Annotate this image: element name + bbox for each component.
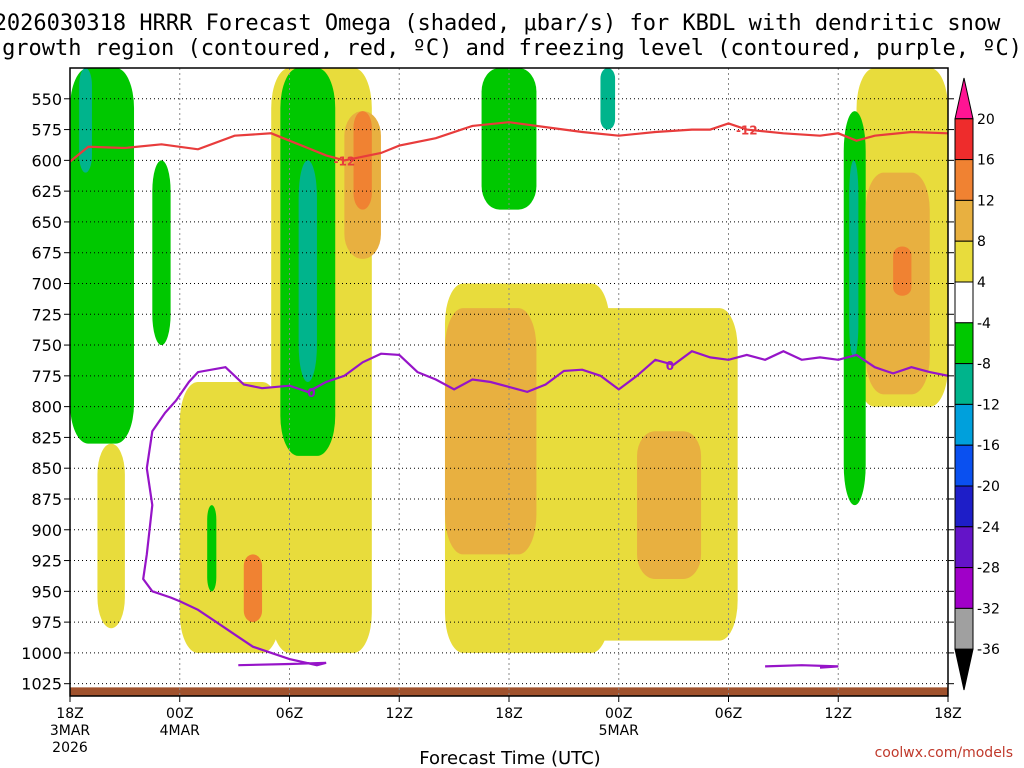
- x-tick-label: 12Z: [825, 706, 852, 722]
- colorbar-label: -4: [977, 316, 991, 332]
- x-tick-label: 06Z: [276, 706, 303, 722]
- y-tick-label: 575: [31, 121, 62, 140]
- y-tick-label: 900: [31, 521, 62, 540]
- colorbar-segment: [954, 240, 974, 283]
- colorbar-segment: [954, 567, 974, 609]
- omega-shade-region-4: [179, 382, 281, 653]
- y-tick-label: 725: [31, 305, 62, 324]
- contour-label: 0: [666, 359, 674, 373]
- x-tick-label: 18Z: [56, 706, 83, 722]
- y-tick-label: 775: [31, 367, 62, 386]
- colorbar-legend: 20 16 12 8 4 -4 -8 -12 -16 -20 -24 -28 -32 -36: [954, 77, 1000, 691]
- chart-title-line-1: 2026030318 HRRR Forecast Omega (shaded, …: [0, 11, 1001, 36]
- plot-frame: [69, 67, 949, 697]
- contour-label: -12: [334, 154, 356, 168]
- colorbar-segment: [954, 199, 974, 242]
- colorbar-label: 12: [977, 193, 995, 209]
- colorbar-segment: [954, 159, 974, 201]
- colorbar-label: -16: [977, 438, 1000, 454]
- plot-area: -12 -12 0 0: [70, 68, 948, 696]
- colorbar-segment: [954, 444, 974, 487]
- x-tick-year-label: 2026: [52, 740, 88, 756]
- omega-shade-region--8: [600, 68, 616, 130]
- colorbar-segment: [954, 485, 974, 528]
- colorbar-segment: [954, 281, 974, 324]
- x-axis-label: Forecast Time (UTC): [419, 748, 600, 768]
- y-tick-label: 800: [31, 398, 62, 417]
- y-tick-label: 600: [31, 151, 62, 170]
- colorbar-label: -20: [977, 479, 1000, 495]
- y-tick-label: 875: [31, 490, 62, 509]
- colorbar-segment: [954, 322, 974, 365]
- y-tick-label: 950: [31, 582, 62, 601]
- x-tick-date-label: 4MAR: [160, 723, 201, 739]
- colorbar-label: -28: [977, 561, 1000, 577]
- contour-label: 0: [307, 386, 315, 400]
- colorbar-label: 20: [977, 112, 995, 128]
- y-tick-label: 825: [31, 428, 62, 447]
- freezing-level-contour: [142, 349, 948, 667]
- y-tick-label: 625: [31, 182, 62, 201]
- colorbar-label: 4: [977, 275, 986, 291]
- freezing-level-contour-surface: [765, 664, 839, 669]
- omega-shade-region--4: [152, 160, 171, 346]
- colorbar-segment: [954, 607, 974, 650]
- chart-title-line-2: growth region (contoured, red, ºC) and f…: [2, 36, 1022, 61]
- x-tick-label: 00Z: [166, 706, 193, 722]
- colorbar-label: -24: [977, 520, 1000, 536]
- y-tick-label: 700: [31, 274, 62, 293]
- x-tick-date-label: 3MAR: [50, 723, 91, 739]
- ground-surface: [70, 687, 948, 696]
- y-tick-label: 650: [31, 213, 62, 232]
- y-tick-label: 675: [31, 244, 62, 263]
- omega-shade-region-12: [243, 554, 263, 623]
- contour-label: -12: [736, 124, 758, 138]
- x-tick-date-label: 5MAR: [599, 723, 640, 739]
- x-tick-label: 06Z: [715, 706, 742, 722]
- y-tick-label: 1000: [21, 644, 62, 663]
- y-tick-label: 1025: [21, 675, 62, 694]
- site-credit: coolwx.com/models: [875, 745, 1013, 761]
- colorbar-segment: [954, 403, 974, 446]
- dgz-contour-minus12: [70, 121, 948, 163]
- colorbar-segment: [954, 526, 974, 569]
- colorbar-label: 8: [977, 234, 986, 250]
- x-tick-label: 12Z: [386, 706, 413, 722]
- y-axis-ticks: 550 575 600 625 650 675 700 725 750 775 800 825 850 8…: [21, 90, 954, 694]
- x-tick-label: 18Z: [934, 706, 961, 722]
- colorbar-label: 16: [977, 153, 995, 169]
- colorbar-label: -36: [977, 642, 1000, 658]
- colorbar-segment: [954, 363, 974, 405]
- y-tick-label: 850: [31, 459, 62, 478]
- omega-shade-region-4: [97, 443, 125, 629]
- x-tick-label: 00Z: [605, 706, 632, 722]
- y-tick-label: 750: [31, 336, 62, 355]
- x-tick-label: 18Z: [495, 706, 522, 722]
- y-tick-label: 925: [31, 552, 62, 571]
- colorbar-segment-bottom-arrow: [954, 648, 974, 691]
- omega-shade-region-8: [637, 431, 702, 580]
- omega-shade-region--4: [207, 505, 217, 592]
- colorbar-label: -12: [977, 397, 1000, 413]
- colorbar-label: -8: [977, 357, 991, 373]
- omega-shade-region-8: [444, 308, 537, 555]
- colorbar-segment-top-arrow: [954, 77, 974, 120]
- omega-shade-region-12: [893, 246, 912, 296]
- colorbar-segment: [954, 118, 974, 161]
- omega-shade-region--8: [298, 160, 317, 382]
- y-tick-label: 550: [31, 90, 62, 109]
- omega-shade-region--8: [79, 68, 92, 173]
- colorbar-label: -32: [977, 601, 1000, 617]
- y-tick-label: 975: [31, 613, 62, 632]
- omega-shade-region--8: [849, 160, 859, 358]
